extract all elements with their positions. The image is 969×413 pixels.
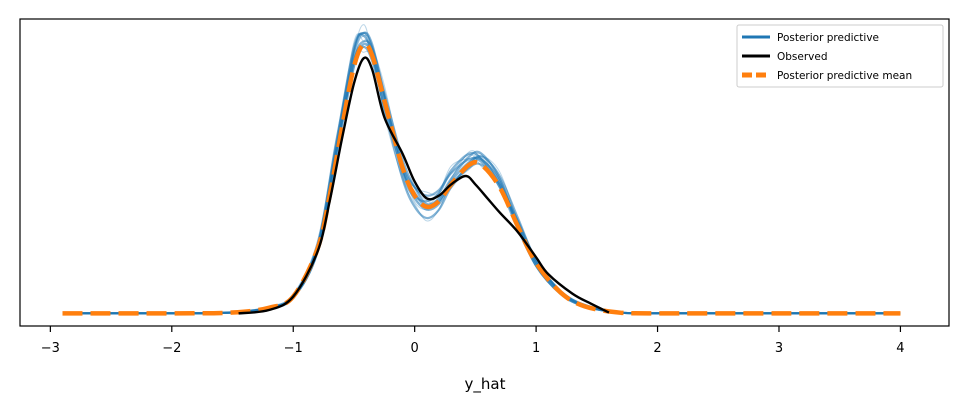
legend-box <box>736 24 944 88</box>
x-tick-label-5: 2 <box>653 341 661 356</box>
plot-frame <box>19 18 950 327</box>
x-tick-label-7: 4 <box>896 341 904 356</box>
x-tick-label-6: 3 <box>775 341 783 356</box>
observed-line <box>238 56 610 315</box>
legend: Posterior predictive Observed Posterior … <box>736 24 944 88</box>
plot-lines <box>62 24 901 316</box>
x-tick-label-4: 1 <box>532 341 540 356</box>
legend-label-observed: Observed <box>777 51 828 63</box>
x-axis: −3 −2 −1 0 1 2 3 4 <box>41 326 905 356</box>
x-tick-label-0: −3 <box>41 341 60 356</box>
legend-label-posterior-predictive: Posterior predictive <box>777 32 879 44</box>
x-tick-label-3: 0 <box>411 341 419 356</box>
x-axis-label: y_hat <box>465 375 506 394</box>
legend-label-posterior-predictive-mean: Posterior predictive mean <box>777 70 912 82</box>
x-tick-label-1: −2 <box>162 341 181 356</box>
x-tick-label-2: −1 <box>284 341 303 356</box>
